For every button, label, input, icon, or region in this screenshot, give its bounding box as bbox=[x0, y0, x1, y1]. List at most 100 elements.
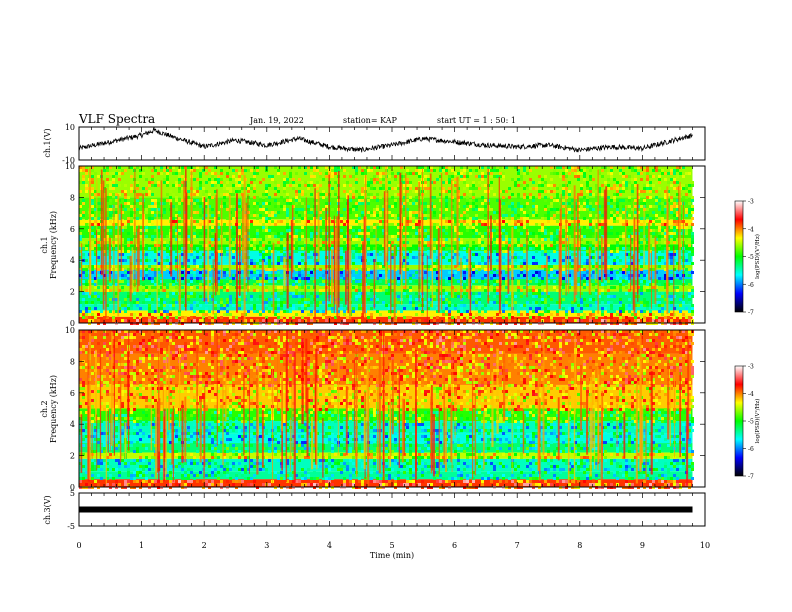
ch1-spectrogram-pixel bbox=[121, 211, 124, 214]
ch1-spectrogram-pixel bbox=[106, 277, 109, 280]
ch1-spectrogram-pixel bbox=[562, 283, 565, 286]
ch1-spectrogram-pixel bbox=[577, 310, 580, 313]
ch1-spectrogram-pixel bbox=[481, 247, 484, 250]
ch1-spectrogram-pixel bbox=[658, 232, 661, 235]
ch1-spectrogram-pixel bbox=[652, 316, 655, 319]
ch1-spectrogram-pixel bbox=[301, 190, 304, 193]
ch1-spectrogram-pixel bbox=[391, 304, 394, 307]
ch1-spectrogram-pixel bbox=[490, 169, 493, 172]
ch1-spectrogram-pixel bbox=[529, 292, 532, 295]
ch1-spectrogram-pixel bbox=[628, 313, 631, 316]
ch1-spectrogram-pixel bbox=[406, 241, 409, 244]
ch1-spectrogram-pixel bbox=[166, 181, 169, 184]
ch1-spectrogram-pixel bbox=[223, 304, 226, 307]
ch1-spectrogram-pixel bbox=[508, 268, 511, 271]
ch1-spectrogram-pixel bbox=[253, 178, 256, 181]
ch1-spectrogram-pixel bbox=[130, 313, 133, 316]
ch1-spectrogram-pixel bbox=[367, 181, 370, 184]
ch1-spectrogram-pixel bbox=[478, 220, 481, 223]
ch1-spectrogram-pixel bbox=[370, 229, 373, 232]
ch1-spectrogram-pixel bbox=[445, 238, 448, 241]
ch1-spectrogram-pixel bbox=[460, 223, 463, 226]
ch1-spectrogram-pixel bbox=[517, 313, 520, 316]
ch1-spectrogram-pixel bbox=[79, 265, 82, 268]
ch1-spectrogram-pixel bbox=[355, 244, 358, 247]
ch1-spectrogram-pixel bbox=[397, 247, 400, 250]
ch1-spectrogram-pixel bbox=[403, 292, 406, 295]
ch1-spectrogram-pixel bbox=[124, 217, 127, 220]
ch1-spectrogram-pixel bbox=[601, 310, 604, 313]
ch1-spectrogram-pixel bbox=[508, 196, 511, 199]
ch1-spectrogram-pixel bbox=[199, 241, 202, 244]
ch1-spectrogram-pixel bbox=[535, 208, 538, 211]
ch1-spectrogram-pixel bbox=[238, 304, 241, 307]
ch1-spectrogram-pixel bbox=[664, 178, 667, 181]
ch1-spectrogram-pixel bbox=[517, 280, 520, 283]
ch1-spectrogram-pixel bbox=[634, 247, 637, 250]
ch1-spectrogram-pixel bbox=[370, 253, 373, 256]
ch1-spectrogram-pixel bbox=[265, 226, 268, 229]
ch1-spectrogram-pixel bbox=[517, 244, 520, 247]
ch1-spectrogram-pixel bbox=[97, 235, 100, 238]
ch1-spectrogram-pixel bbox=[562, 190, 565, 193]
ch1-spectrogram-pixel bbox=[220, 301, 223, 304]
ch1-spectrogram-pixel bbox=[553, 184, 556, 187]
ch1-spectrogram-pixel bbox=[196, 172, 199, 175]
ch1-spectrogram-pixel bbox=[637, 232, 640, 235]
ch1-spectrogram-pixel bbox=[388, 211, 391, 214]
ch1-spectrogram-pixel bbox=[277, 271, 280, 274]
ch1-spectrogram-pixel bbox=[196, 253, 199, 256]
ch1-spectrogram-pixel bbox=[157, 229, 160, 232]
ch1-spectrogram-pixel bbox=[238, 220, 241, 223]
ch1-spectrogram-pixel bbox=[367, 247, 370, 250]
ch1-spectrogram-pixel bbox=[478, 187, 481, 190]
ch1-spectrogram-pixel bbox=[199, 187, 202, 190]
ch1-spectrogram-pixel bbox=[292, 316, 295, 319]
ch1-spectrogram-pixel bbox=[331, 247, 334, 250]
start-ut-label: start UT = 1 : 50: 1 bbox=[437, 116, 516, 125]
ch1-spectrogram-pixel bbox=[193, 310, 196, 313]
ch1-spectrogram-pixel bbox=[148, 226, 151, 229]
ch1-spectrogram-pixel bbox=[655, 181, 658, 184]
ch1-spectrogram-pixel bbox=[304, 205, 307, 208]
ch1-spectrogram-pixel bbox=[316, 184, 319, 187]
ch1-spectrogram-pixel bbox=[517, 247, 520, 250]
ch1-spectrogram-pixel bbox=[532, 274, 535, 277]
ch1-spectrogram-pixel bbox=[622, 172, 625, 175]
ch1-spectrogram-pixel bbox=[634, 226, 637, 229]
ch1-spectrogram-pixel bbox=[490, 271, 493, 274]
ch1-spectrogram-pixel bbox=[589, 232, 592, 235]
ch1-spectrogram-pixel bbox=[583, 175, 586, 178]
ch1-spectrogram-pixel bbox=[466, 283, 469, 286]
ch1-spectrogram-pixel bbox=[247, 310, 250, 313]
ch1-spectrogram-pixel bbox=[148, 292, 151, 295]
ch1-spectrogram-pixel bbox=[187, 283, 190, 286]
ch1-spectrogram-pixel bbox=[199, 184, 202, 187]
ch1-spectrogram-pixel bbox=[502, 199, 505, 202]
ch1-spectrogram-pixel bbox=[562, 238, 565, 241]
ch1-spectrogram-pixel bbox=[610, 169, 613, 172]
ch1-spectrogram-pixel bbox=[355, 166, 358, 169]
ch1-spectrogram-pixel bbox=[454, 253, 457, 256]
ch1-spectrogram-pixel bbox=[277, 169, 280, 172]
ch1-spectrogram-pixel bbox=[406, 223, 409, 226]
ch1-spectrogram-pixel bbox=[640, 190, 643, 193]
ch1-spectrogram-pixel bbox=[607, 172, 610, 175]
ch1-spectrogram-pixel bbox=[304, 247, 307, 250]
ch1-spectrogram-pixel bbox=[508, 220, 511, 223]
ch1-spectrogram-pixel bbox=[109, 232, 112, 235]
ch1-spectrogram-pixel bbox=[646, 307, 649, 310]
ch1-spectrogram-pixel bbox=[538, 274, 541, 277]
ch1-spectrogram-pixel bbox=[553, 214, 556, 217]
ch1-spectrogram-pixel bbox=[256, 172, 259, 175]
ch1-spectrogram-pixel bbox=[277, 277, 280, 280]
ch1-spectrogram-pixel bbox=[172, 217, 175, 220]
ch1-spectrogram-pixel bbox=[667, 304, 670, 307]
ch1-spectrogram-pixel bbox=[232, 184, 235, 187]
ch1-spectrogram-pixel bbox=[85, 169, 88, 172]
ch1-spectrogram-pixel bbox=[397, 283, 400, 286]
ch1-spectrogram-pixel bbox=[490, 181, 493, 184]
ch1-spectrogram-pixel bbox=[424, 280, 427, 283]
ch1-spectrogram-pixel bbox=[79, 313, 82, 316]
ch1-spectrogram-pixel bbox=[442, 301, 445, 304]
